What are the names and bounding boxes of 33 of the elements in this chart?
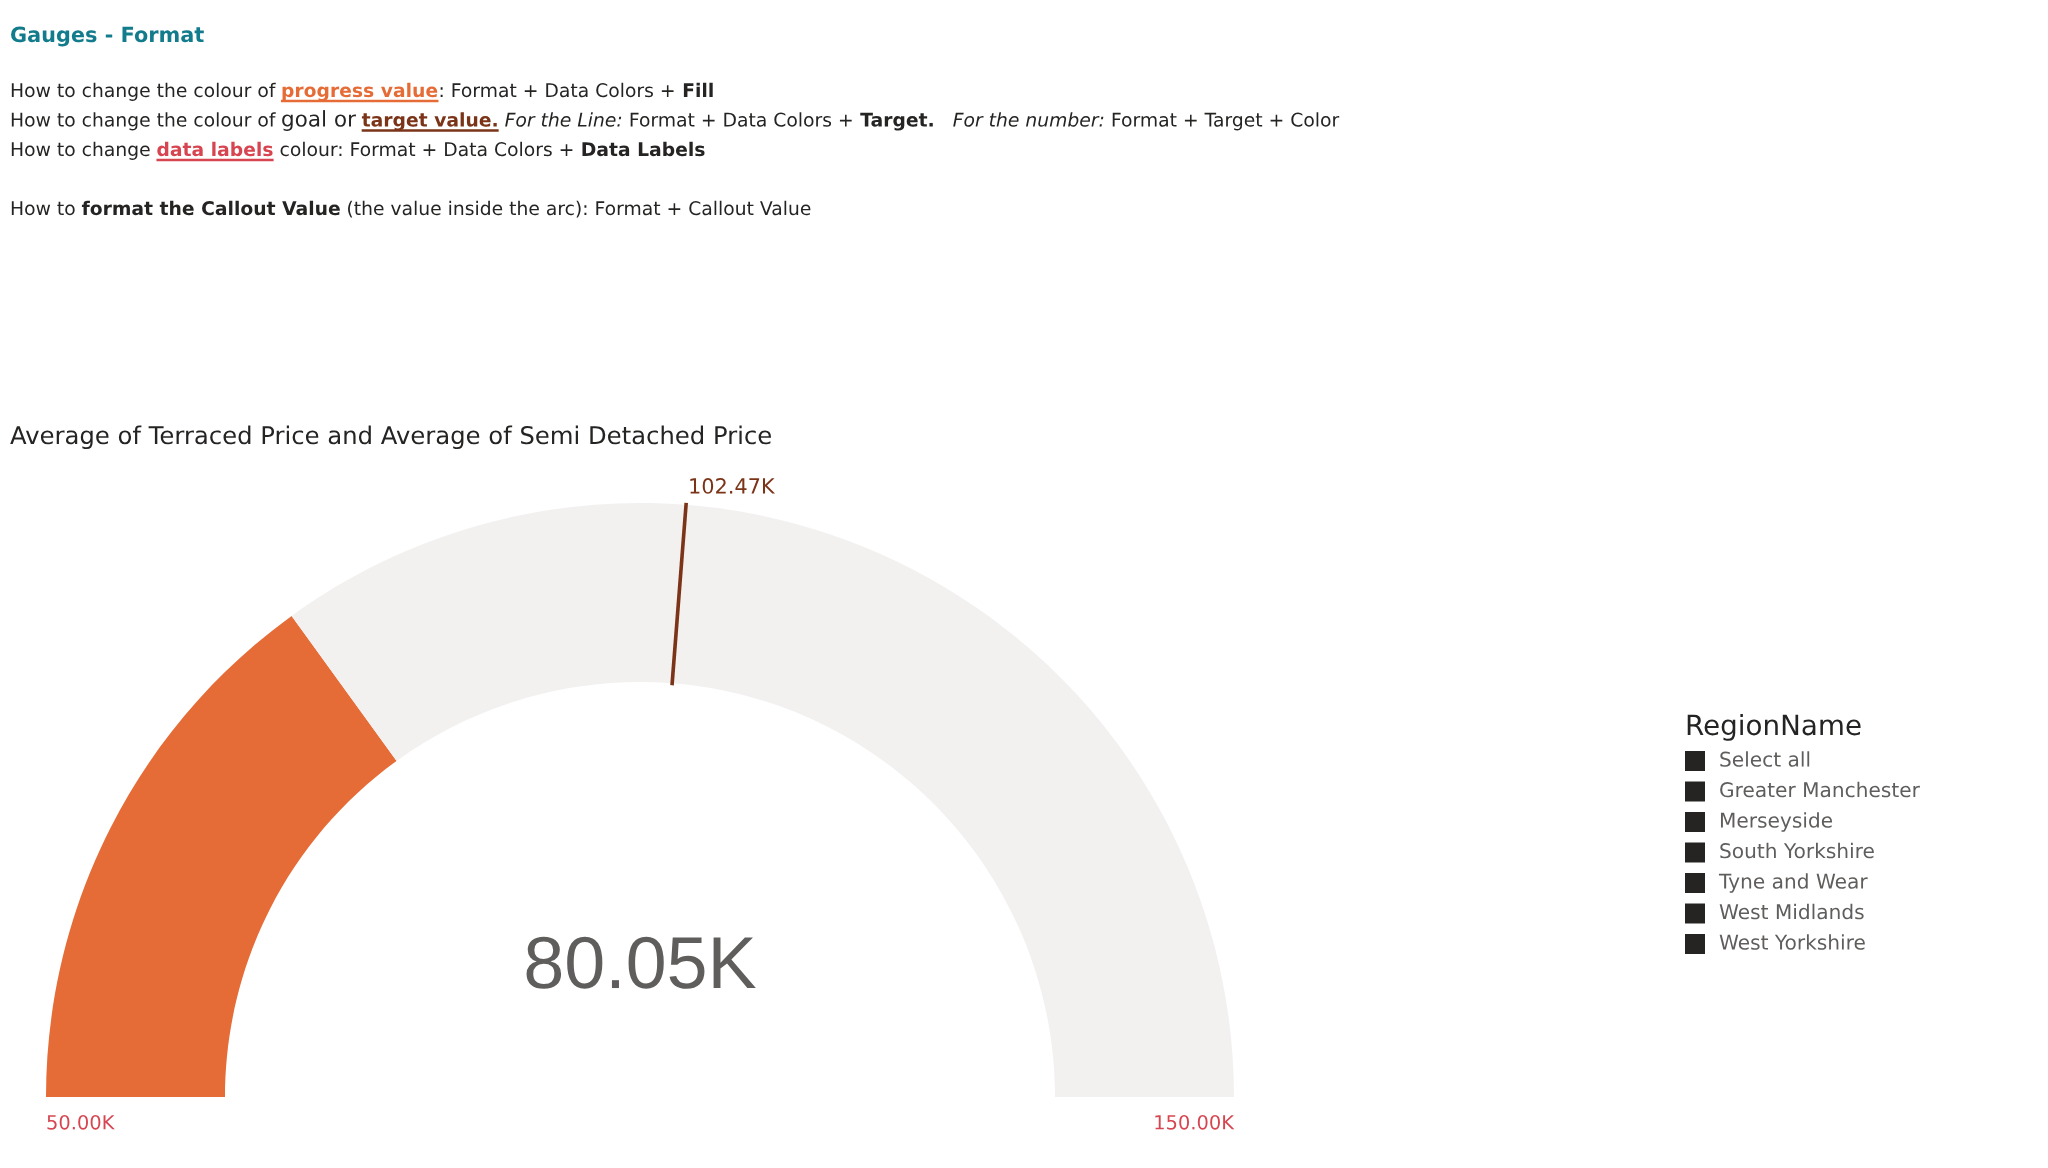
text: Merseyside — [1720, 812, 1833, 832]
text: progress value — [282, 82, 438, 102]
text: RegionName — [1687, 713, 1861, 741]
text: Format + Target + Color — [1112, 112, 1340, 131]
text: For the number: — [953, 112, 1104, 127]
text: Tyne and Wear — [1718, 873, 1868, 893]
text: colour: Format + Data Colors + — [280, 141, 573, 157]
text: How to — [11, 201, 75, 216]
text: Select all — [1720, 751, 1810, 767]
text: Fill — [683, 82, 713, 97]
chart-title: Average of Terraced Price and Average of Semi Detached Price — [10, 425, 771, 450]
text: How to change the colour of — [11, 82, 276, 101]
text: (the value inside the arc): Format + Callout Value — [348, 200, 811, 218]
text: West Yorkshire — [1719, 934, 1865, 950]
text: For the Line: — [505, 112, 622, 127]
text: target value. — [361, 112, 497, 131]
text: 150.00K — [1155, 1114, 1235, 1130]
text: Target. — [860, 112, 933, 131]
text: West Midlands — [1719, 903, 1864, 920]
text: 80.05K — [526, 936, 756, 989]
text: 50.00K — [47, 1114, 115, 1130]
text: Data Labels — [582, 141, 705, 157]
text: Greater Manchester — [1720, 781, 1920, 798]
text: How to change the colour of — [11, 112, 276, 131]
text: data labels — [157, 141, 273, 157]
text: Format + Data Colors + — [630, 112, 852, 127]
text: Gauges - Format — [11, 26, 204, 47]
text: How to change — [11, 141, 150, 160]
text: : Format + Data Colors + — [440, 82, 674, 98]
text: 102.47K — [690, 478, 776, 494]
text: South Yorkshire — [1720, 842, 1874, 859]
text: goal or — [282, 110, 356, 131]
text: format the Callout Value — [81, 200, 340, 216]
